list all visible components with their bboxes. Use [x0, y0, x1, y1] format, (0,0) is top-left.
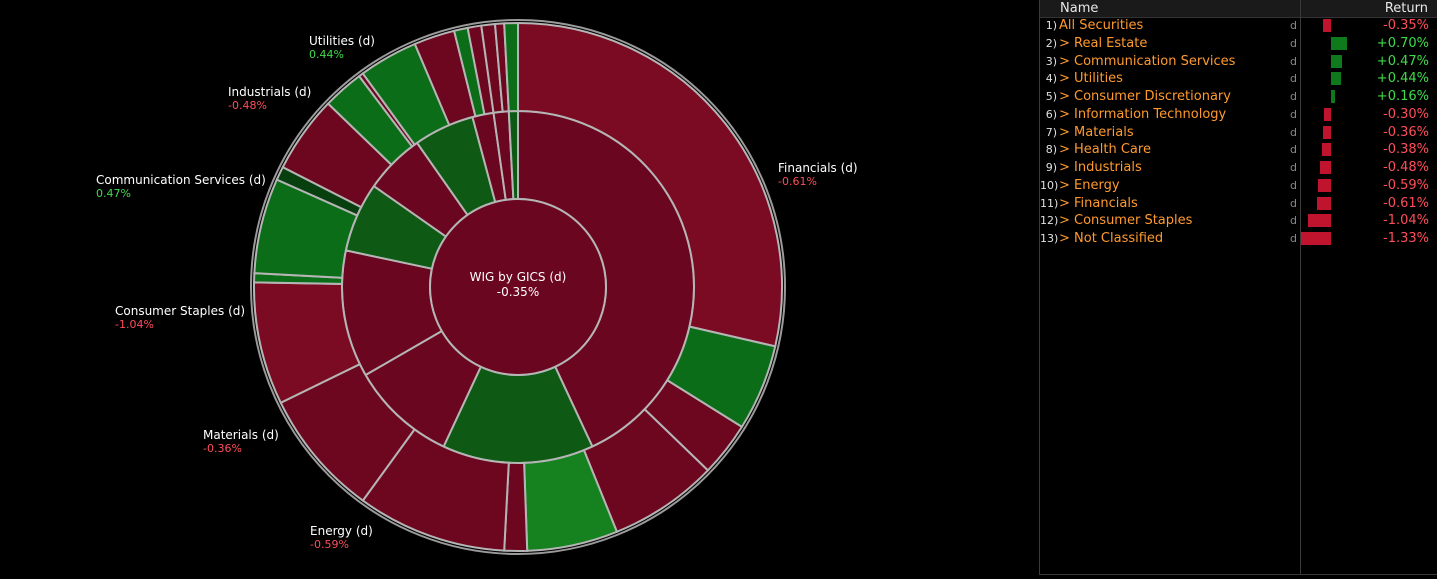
header-name[interactable]: Name: [1060, 1, 1099, 16]
row-return: +0.47%: [1376, 53, 1429, 69]
return-bar: [1317, 178, 1331, 192]
label-industrials: Industrials (d) -0.48%: [228, 85, 312, 112]
row-period: d: [1290, 196, 1297, 210]
constituent-segment[interactable]: [503, 21, 519, 113]
row-return: -0.30%: [1383, 106, 1429, 122]
row-number: 4): [1045, 72, 1057, 86]
row-name[interactable]: > Energy: [1059, 177, 1120, 193]
row-period: d: [1290, 161, 1297, 174]
return-bar: [1323, 19, 1331, 32]
row-period: d: [1290, 143, 1297, 157]
row-return: +0.44%: [1376, 71, 1429, 87]
table-row[interactable]: 11) > Financials d -0.61%: [1040, 195, 1437, 212]
table-row[interactable]: 7) > Materials d -0.36%: [1040, 124, 1437, 141]
return-bar: [1301, 232, 1331, 245]
table-row[interactable]: 13) > Not Classified d -1.33%: [1040, 230, 1437, 247]
table-row[interactable]: 9) > Industrials d -0.48%: [1040, 159, 1437, 176]
row-number: 2): [1045, 36, 1057, 50]
row-period: d: [1290, 54, 1297, 68]
table-row[interactable]: 6) > Information Technology d -0.30%: [1040, 106, 1437, 123]
return-bar: [1320, 161, 1331, 174]
row-return: -0.35%: [1383, 18, 1429, 33]
row-number: 7): [1045, 125, 1057, 139]
return-bar: [1324, 107, 1331, 121]
row-name[interactable]: > Utilities: [1059, 71, 1123, 87]
row-name[interactable]: > Financials: [1059, 195, 1138, 211]
row-period: d: [1290, 107, 1297, 121]
chart-title: WIG by GICS (d): [469, 270, 567, 284]
label-energy: Energy (d) -0.59%: [310, 524, 373, 551]
table-header: Name Return: [1040, 0, 1437, 18]
row-name[interactable]: > Consumer Discretionary: [1059, 89, 1231, 104]
row-period: d: [1290, 19, 1297, 32]
row-number: 6): [1045, 107, 1057, 121]
table-row[interactable]: 1) All Securities d -0.35%: [1040, 17, 1437, 34]
row-return: -1.04%: [1383, 213, 1429, 229]
label-utilities: Utilities (d) 0.44%: [309, 34, 375, 61]
row-return: -1.33%: [1383, 231, 1429, 246]
sunburst-outer-ring[interactable]: [250, 19, 786, 555]
label-consumer-staples: Consumer Staples (d) -1.04%: [115, 304, 246, 331]
row-name[interactable]: > Communication Services: [1059, 53, 1236, 69]
row-number: 5): [1045, 90, 1057, 103]
row-name[interactable]: > Not Classified: [1059, 231, 1164, 246]
row-name[interactable]: > Industrials: [1059, 160, 1142, 175]
column-divider: [1300, 0, 1301, 574]
row-period: d: [1290, 178, 1297, 192]
row-period: d: [1290, 36, 1297, 50]
table-row[interactable]: 8) > Health Care d -0.38%: [1040, 141, 1437, 158]
table-row[interactable]: 4) > Utilities d +0.44%: [1040, 70, 1437, 87]
row-period: d: [1290, 214, 1297, 228]
row-period: d: [1290, 232, 1297, 245]
row-period: d: [1290, 90, 1297, 103]
constituent-segment[interactable]: [517, 21, 783, 348]
chart-center[interactable]: [429, 198, 607, 376]
return-bar: [1322, 143, 1331, 157]
label-materials: Materials (d) -0.36%: [203, 428, 279, 455]
label-communication-services: Communication Services (d) 0.47%: [96, 173, 266, 200]
row-return: -0.48%: [1383, 160, 1429, 175]
chart-center-label[interactable]: WIG by GICS (d) -0.35%: [430, 270, 606, 300]
table-row[interactable]: 5) > Consumer Discretionary d +0.16%: [1040, 88, 1437, 105]
row-return: +0.16%: [1376, 89, 1429, 104]
row-name[interactable]: > Real Estate: [1059, 35, 1148, 51]
table-row[interactable]: 3) > Communication Services d +0.47%: [1040, 53, 1437, 70]
table-row[interactable]: 2) > Real Estate d +0.70%: [1040, 35, 1437, 52]
sunburst-chart: [250, 19, 786, 555]
row-name[interactable]: All Securities: [1059, 18, 1144, 33]
row-name[interactable]: > Information Technology: [1059, 106, 1227, 122]
row-number: 8): [1045, 143, 1057, 157]
return-bar: [1317, 196, 1331, 210]
return-bar: [1331, 90, 1335, 103]
row-return: -0.38%: [1383, 142, 1429, 158]
return-bar: [1307, 214, 1331, 228]
row-name[interactable]: > Health Care: [1059, 142, 1151, 158]
row-period: d: [1290, 125, 1297, 139]
return-bar: [1322, 125, 1331, 139]
row-return: -0.61%: [1383, 195, 1429, 211]
label-financials: Financials (d) -0.61%: [778, 161, 858, 188]
row-number: 13): [1040, 232, 1059, 245]
row-number: 10): [1040, 178, 1059, 192]
return-bar: [1331, 36, 1347, 50]
row-number: 1): [1045, 19, 1057, 32]
row-number: 9): [1045, 161, 1057, 174]
table-row[interactable]: 10) > Energy d -0.59%: [1040, 177, 1437, 194]
row-name[interactable]: > Consumer Staples: [1059, 213, 1193, 229]
row-number: 3): [1045, 54, 1057, 68]
return-bar: [1331, 72, 1341, 86]
row-return: +0.70%: [1376, 35, 1429, 51]
row-return: -0.59%: [1383, 177, 1429, 193]
row-name[interactable]: > Materials: [1059, 124, 1134, 140]
table-row[interactable]: 12) > Consumer Staples d -1.04%: [1040, 212, 1437, 229]
header-return[interactable]: Return: [1384, 1, 1428, 16]
row-return: -0.36%: [1383, 124, 1429, 140]
row-period: d: [1290, 72, 1297, 86]
chart-center-value: -0.35%: [496, 285, 540, 299]
returns-table: Name Return 1) All Securities d -0.35% 2) > R…: [1039, 0, 1437, 575]
row-number: 12): [1040, 214, 1059, 228]
row-number: 11): [1040, 196, 1059, 210]
return-bar: [1331, 54, 1342, 68]
